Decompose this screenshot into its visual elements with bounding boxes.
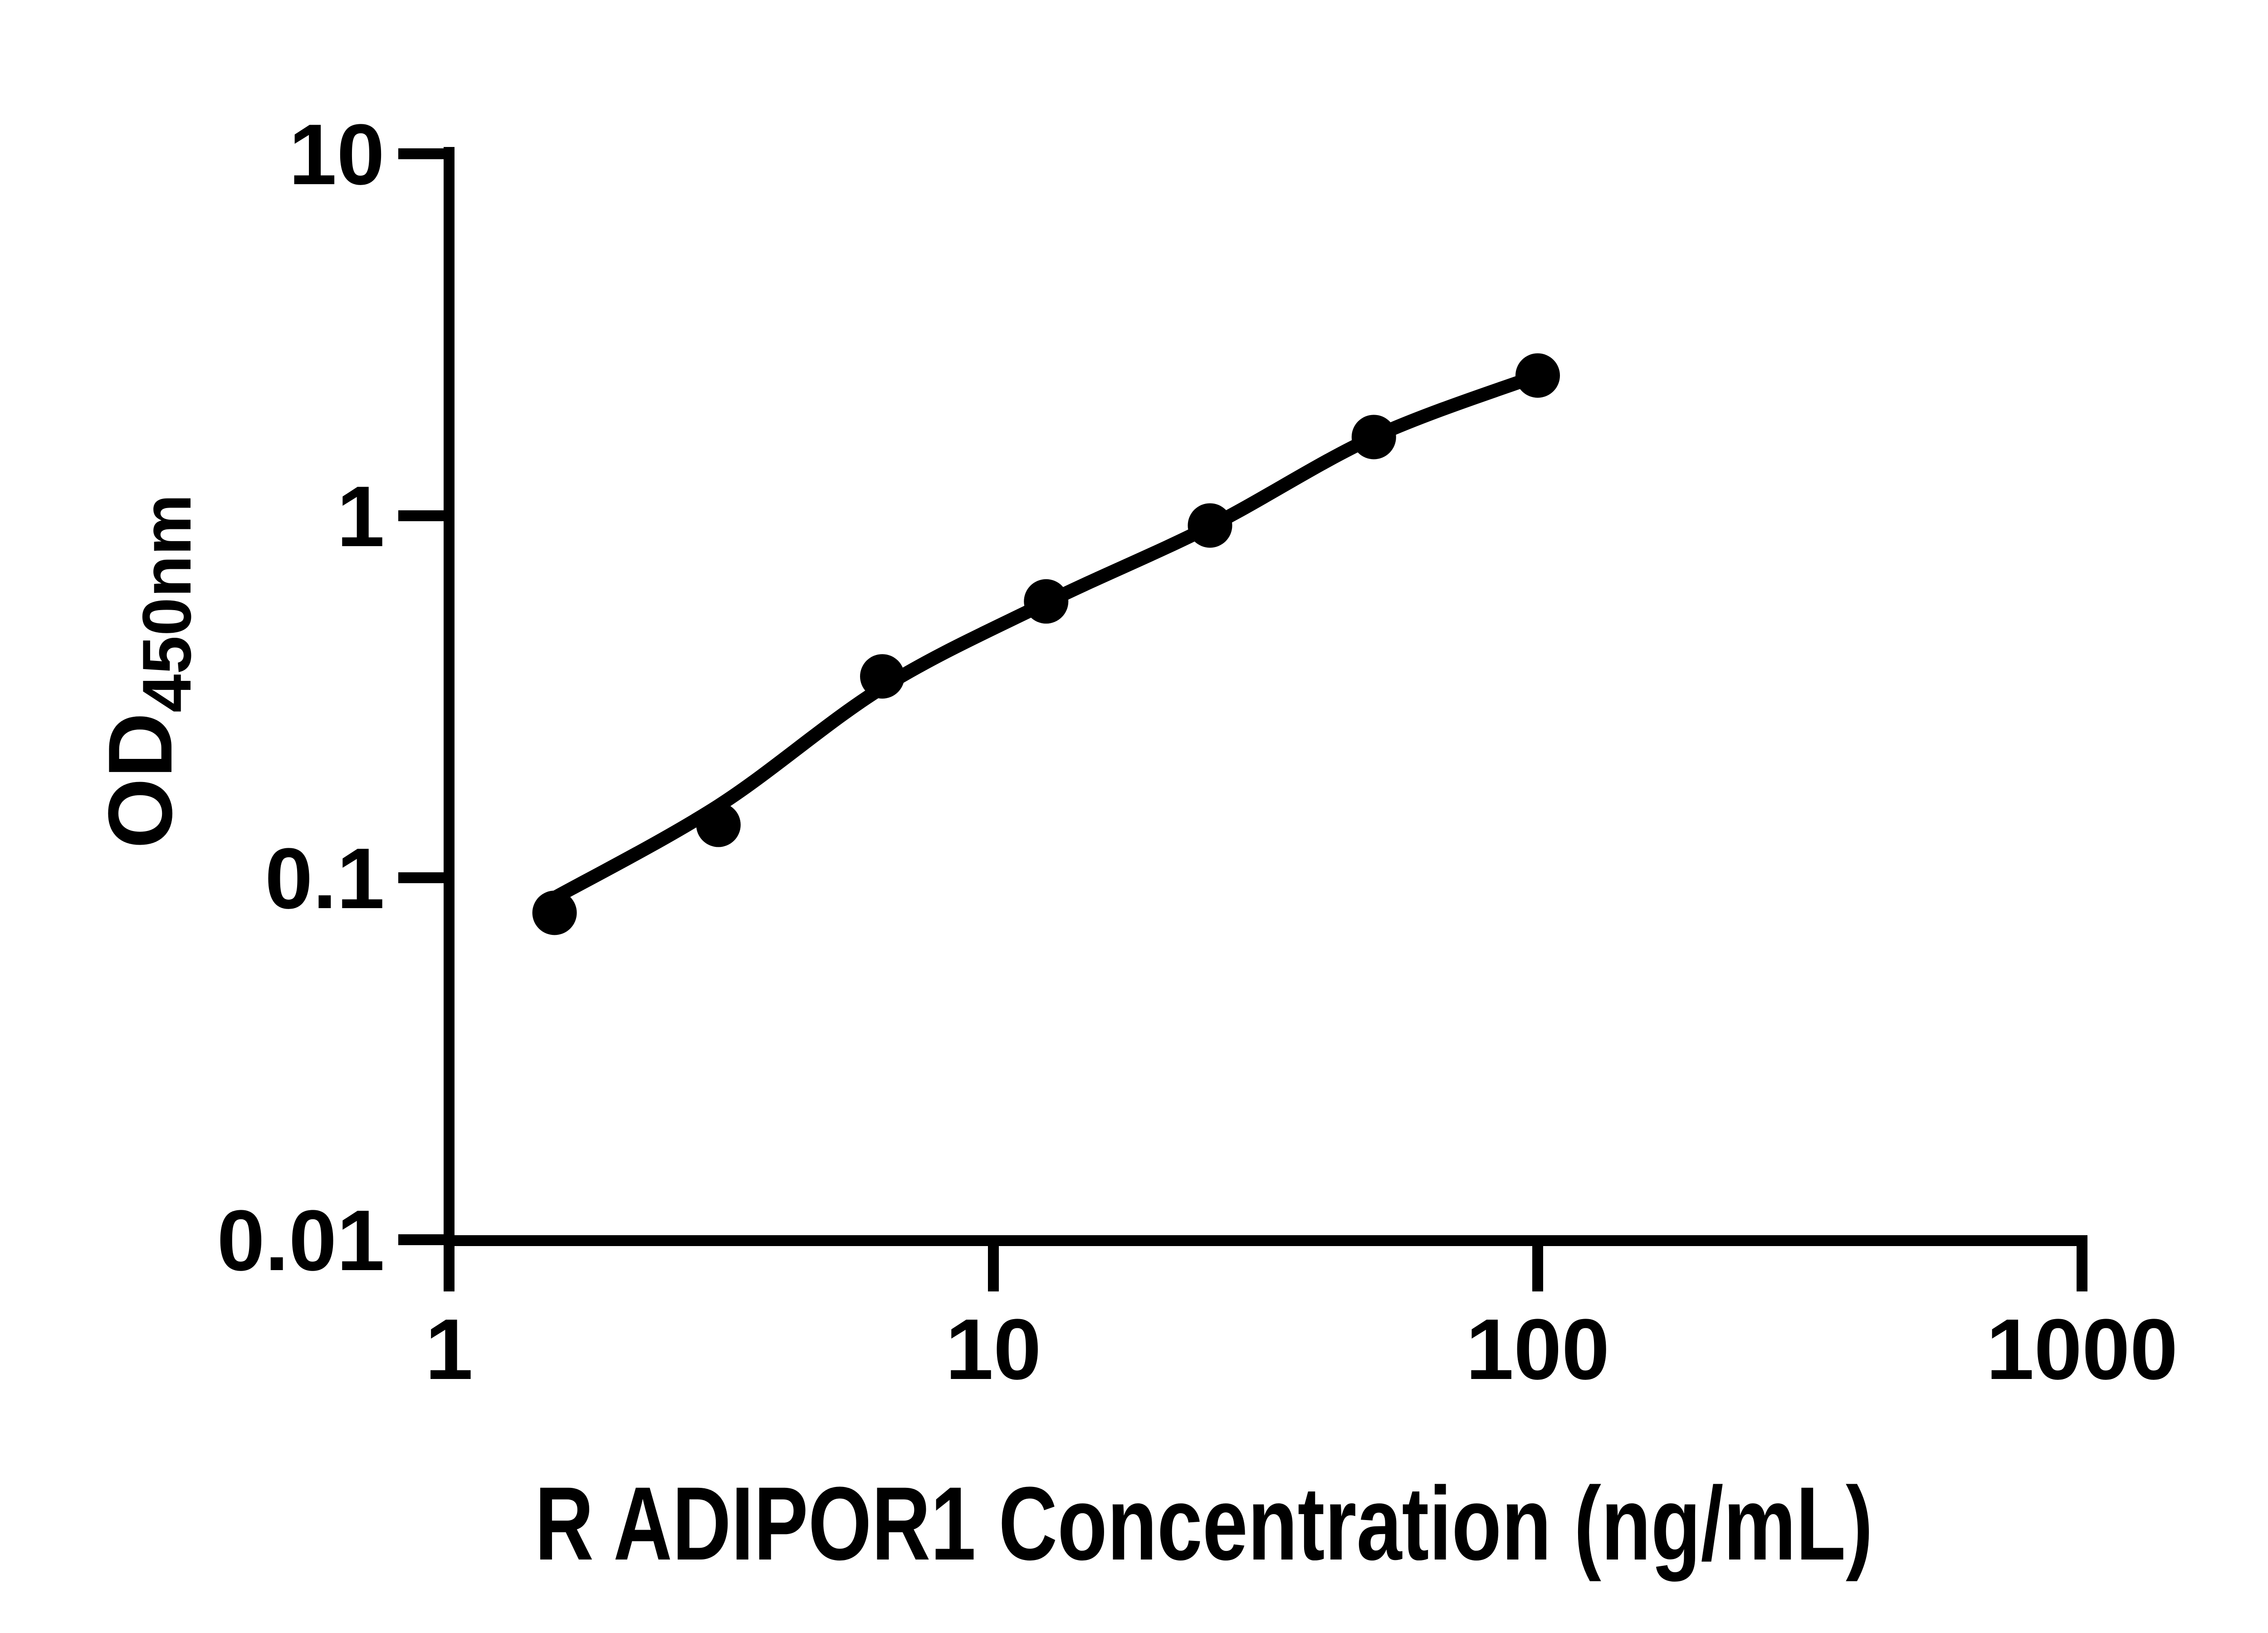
x-tick-label: 1000 (1986, 1301, 2178, 1398)
y-tick-label: 0.1 (265, 831, 385, 927)
data-point (532, 890, 577, 935)
data-point (1351, 415, 1396, 460)
data-points (532, 353, 1560, 935)
x-axis-tick-marks (444, 1246, 2087, 1291)
y-tick-label: 0.01 (217, 1193, 385, 1289)
y-axis-title-main: OD (90, 713, 191, 849)
y-tick-label: 10 (289, 107, 385, 203)
data-point (1515, 353, 1560, 398)
y-axis-title-subscript: 450nm (128, 494, 205, 713)
y-axis-title: OD450nm (90, 494, 205, 849)
data-point (860, 654, 905, 699)
data-point (1188, 503, 1232, 548)
y-axis-tick-labels: 10 1 0.1 0.01 (217, 107, 385, 1289)
y-axis-tick-marks (398, 148, 444, 1245)
x-tick-label: 1 (425, 1301, 473, 1398)
x-axis-title: R ADIPOR1 Concentration (ng/mL) (535, 1465, 1873, 1582)
data-point (1024, 579, 1069, 624)
x-axis-tick-labels: 1 10 100 1000 (425, 1301, 2178, 1398)
x-tick-label: 10 (945, 1301, 1041, 1398)
x-tick-label: 100 (1466, 1301, 1609, 1398)
data-point (696, 802, 741, 847)
y-tick-label: 1 (337, 469, 385, 565)
